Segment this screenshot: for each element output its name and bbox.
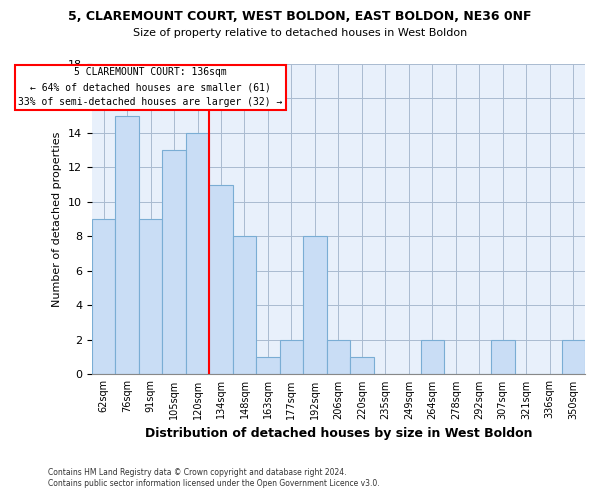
Bar [233,236,256,374]
Bar [562,340,585,374]
X-axis label: Distribution of detached houses by size in West Boldon: Distribution of detached houses by size … [145,427,532,440]
Bar [209,184,233,374]
Bar [421,340,444,374]
Bar [162,150,186,374]
Bar [256,357,280,374]
Bar [303,236,326,374]
Bar [280,340,303,374]
Bar [139,219,162,374]
Y-axis label: Number of detached properties: Number of detached properties [52,132,62,307]
Bar [350,357,374,374]
Bar [326,340,350,374]
Bar [186,133,209,374]
Text: Contains HM Land Registry data © Crown copyright and database right 2024.
Contai: Contains HM Land Registry data © Crown c… [48,468,380,487]
Bar [491,340,515,374]
Text: 5 CLAREMOUNT COURT: 136sqm
← 64% of detached houses are smaller (61)
33% of semi: 5 CLAREMOUNT COURT: 136sqm ← 64% of deta… [19,68,283,107]
Text: 5, CLAREMOUNT COURT, WEST BOLDON, EAST BOLDON, NE36 0NF: 5, CLAREMOUNT COURT, WEST BOLDON, EAST B… [68,10,532,23]
Bar [115,116,139,374]
Text: Size of property relative to detached houses in West Boldon: Size of property relative to detached ho… [133,28,467,38]
Bar [92,219,115,374]
